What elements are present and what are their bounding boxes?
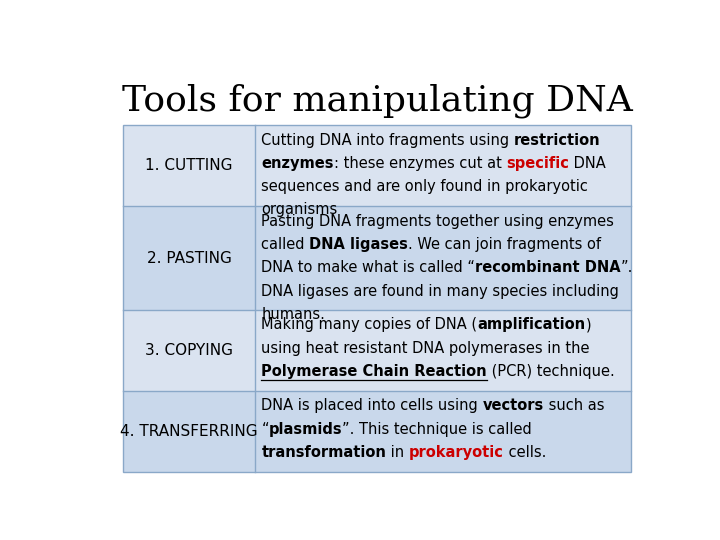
Text: Tools for manipulating DNA: Tools for manipulating DNA — [122, 84, 633, 118]
Text: DNA is placed into cells using: DNA is placed into cells using — [261, 399, 482, 414]
Text: called: called — [261, 237, 310, 252]
Text: transformation: transformation — [261, 445, 386, 460]
Text: 1. CUTTING: 1. CUTTING — [145, 158, 233, 173]
Bar — [124, 391, 255, 472]
Text: DNA ligases are found in many species including: DNA ligases are found in many species in… — [261, 284, 619, 299]
Text: sequences and are only found in prokaryotic: sequences and are only found in prokaryo… — [261, 179, 588, 194]
Text: organisms: organisms — [261, 202, 338, 218]
Text: ”.: ”. — [621, 260, 633, 275]
Text: in: in — [386, 445, 409, 460]
Text: such as: such as — [544, 399, 604, 414]
Text: DNA to make what is called “: DNA to make what is called “ — [261, 260, 475, 275]
Text: : these enzymes cut at: : these enzymes cut at — [334, 156, 506, 171]
Text: ): ) — [585, 317, 591, 332]
Text: . We can join fragments of: . We can join fragments of — [408, 237, 601, 252]
Text: restriction: restriction — [514, 133, 600, 147]
Bar — [255, 391, 631, 472]
Bar — [255, 310, 631, 391]
Text: ”. This technique is called: ”. This technique is called — [343, 422, 532, 437]
Text: Polymerase Chain Reaction: Polymerase Chain Reaction — [261, 364, 487, 379]
Text: Cutting DNA into fragments using: Cutting DNA into fragments using — [261, 133, 514, 147]
Text: DNA ligases: DNA ligases — [310, 237, 408, 252]
Text: Making many copies of DNA (: Making many copies of DNA ( — [261, 317, 477, 332]
Text: 3. COPYING: 3. COPYING — [145, 343, 233, 358]
Text: (PCR) technique.: (PCR) technique. — [487, 364, 615, 379]
Text: cells.: cells. — [504, 445, 546, 460]
Text: humans.: humans. — [261, 307, 325, 322]
Text: prokaryotic: prokaryotic — [409, 445, 504, 460]
Bar — [124, 125, 631, 472]
Text: amplification: amplification — [477, 317, 585, 332]
Text: Pasting DNA fragments together using enzymes: Pasting DNA fragments together using enz… — [261, 214, 614, 229]
Bar — [255, 125, 631, 206]
Bar — [124, 206, 255, 310]
Text: “: “ — [261, 422, 269, 437]
Text: enzymes: enzymes — [261, 156, 334, 171]
Text: 4. TRANSFERRING: 4. TRANSFERRING — [120, 424, 258, 439]
Bar — [124, 125, 255, 206]
Text: specific: specific — [506, 156, 570, 171]
Text: using heat resistant DNA polymerases in the: using heat resistant DNA polymerases in … — [261, 341, 590, 355]
Bar — [124, 310, 255, 391]
Text: 2. PASTING: 2. PASTING — [147, 251, 232, 266]
Bar — [255, 206, 631, 310]
Text: recombinant DNA: recombinant DNA — [475, 260, 621, 275]
Text: DNA: DNA — [570, 156, 606, 171]
Text: plasmids: plasmids — [269, 422, 343, 437]
Text: vectors: vectors — [482, 399, 544, 414]
